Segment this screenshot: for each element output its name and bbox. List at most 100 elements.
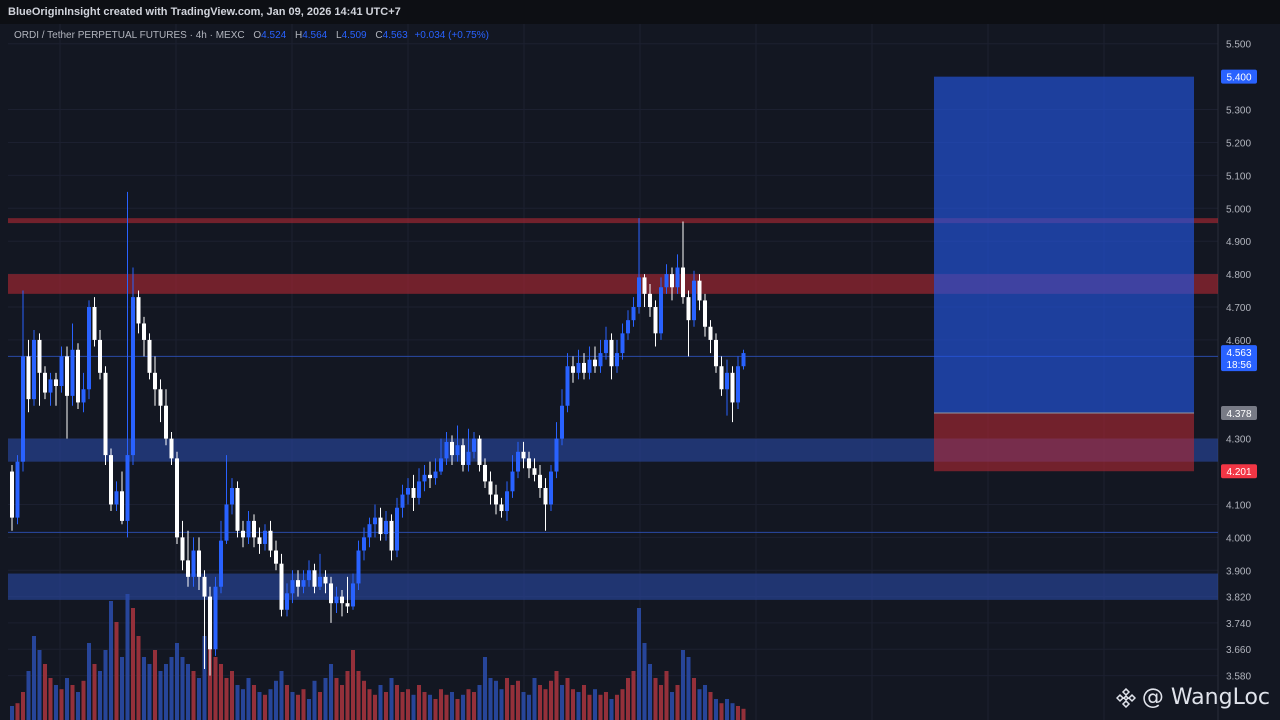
volume-bar [158, 671, 163, 720]
y-tick-label: 4.600 [1226, 336, 1251, 347]
volume-bar [59, 689, 64, 720]
volume-bar [378, 685, 383, 720]
candle-body [109, 455, 113, 505]
volume-bar [510, 685, 515, 720]
candle-body [631, 307, 636, 321]
candle-body [345, 603, 350, 607]
volume-bar [109, 601, 113, 720]
volume-bar [708, 692, 713, 720]
close-value: 4.563 [382, 30, 408, 41]
volume-bar [444, 694, 449, 720]
y-tick-label: 4.700 [1226, 303, 1251, 314]
price-label-countdown: 18:56 [1226, 360, 1251, 371]
candle-body [543, 488, 548, 505]
price-label-box [1221, 464, 1257, 479]
candle-body [65, 356, 69, 396]
zone-red [8, 274, 1218, 294]
ohlc-legend: ORDI / Tether PERPETUAL FUTURES · 4h · M… [14, 30, 489, 41]
volume-bar [703, 685, 707, 720]
low-value: 4.509 [341, 30, 367, 41]
candle-body [664, 274, 669, 288]
volume-bar [43, 664, 47, 720]
candle-body [59, 356, 64, 386]
candle-body [571, 366, 575, 373]
volume-bar [241, 689, 245, 720]
volume-bar [48, 678, 53, 720]
candle-body [477, 438, 482, 465]
volume-bar [384, 692, 388, 720]
volume-bar [428, 694, 432, 720]
candle-body [400, 494, 405, 508]
volume-bar [81, 680, 86, 720]
open-key: O [253, 30, 262, 41]
volume-bar [620, 689, 625, 720]
volume-bar [527, 694, 531, 720]
candle-body [356, 550, 361, 584]
volume-bar [395, 685, 399, 720]
volume-bar [642, 643, 647, 720]
candle-body [252, 520, 256, 538]
volume-bar [318, 692, 322, 720]
volume-bar [516, 680, 520, 720]
header-credit: BlueOriginInsight created with TradingVi… [0, 0, 1280, 24]
candle-body [549, 471, 553, 505]
volume-bar [609, 699, 614, 720]
volume-bar [422, 692, 427, 720]
candle-body [675, 267, 680, 288]
volume-bar [714, 699, 718, 720]
candle-body [70, 349, 75, 396]
volume-bar [169, 657, 174, 720]
volume-bar [433, 699, 438, 720]
candle-body [587, 359, 592, 373]
candle-body [169, 438, 174, 459]
candle-body [246, 520, 251, 538]
candle-body [235, 488, 240, 531]
volume-bar [26, 671, 31, 720]
watermark-text: @ WangLoc [1141, 685, 1270, 710]
volume-bar [15, 703, 20, 720]
volume-bar [604, 692, 608, 720]
volume-bar [131, 608, 135, 720]
candle-body [378, 517, 383, 535]
volume-bar [224, 678, 229, 720]
y-tick-label: 3.580 [1226, 672, 1251, 683]
candle-body [681, 267, 685, 298]
candle-body [158, 389, 163, 406]
volume-bar [675, 685, 680, 720]
candle-body [714, 339, 718, 367]
candle-body [461, 445, 465, 465]
candle-body [593, 359, 597, 367]
volume-bar [290, 692, 295, 720]
candle-body [307, 570, 311, 581]
candle-body [697, 280, 702, 301]
candle-body [604, 339, 608, 354]
candle-body [164, 405, 168, 439]
candle-body [241, 530, 245, 538]
y-tick-label: 4.900 [1226, 237, 1251, 248]
candle-body [428, 474, 432, 479]
volume-bar [648, 664, 652, 720]
volume-bar [120, 657, 124, 720]
candle-body [637, 277, 641, 308]
candle-body [532, 468, 537, 475]
volume-bar [142, 657, 146, 720]
volume-bar [560, 685, 564, 720]
candle-body [642, 277, 647, 294]
candle-body [290, 580, 295, 594]
candle-body [598, 353, 603, 367]
volume-bar [246, 678, 251, 720]
candle-body [202, 576, 207, 597]
y-tick-label: 3.900 [1226, 566, 1251, 577]
volume-bar [103, 650, 108, 720]
volume-bar [626, 678, 630, 720]
volume-bar [70, 685, 75, 720]
volume-bar [664, 671, 669, 720]
candle-body [142, 323, 146, 340]
candle-body [417, 481, 421, 498]
price-label: 4.563 [1226, 348, 1251, 359]
volume-bar [186, 664, 190, 720]
volume-bar [114, 622, 119, 720]
volume-bar [554, 671, 559, 720]
candle-body [615, 353, 619, 367]
